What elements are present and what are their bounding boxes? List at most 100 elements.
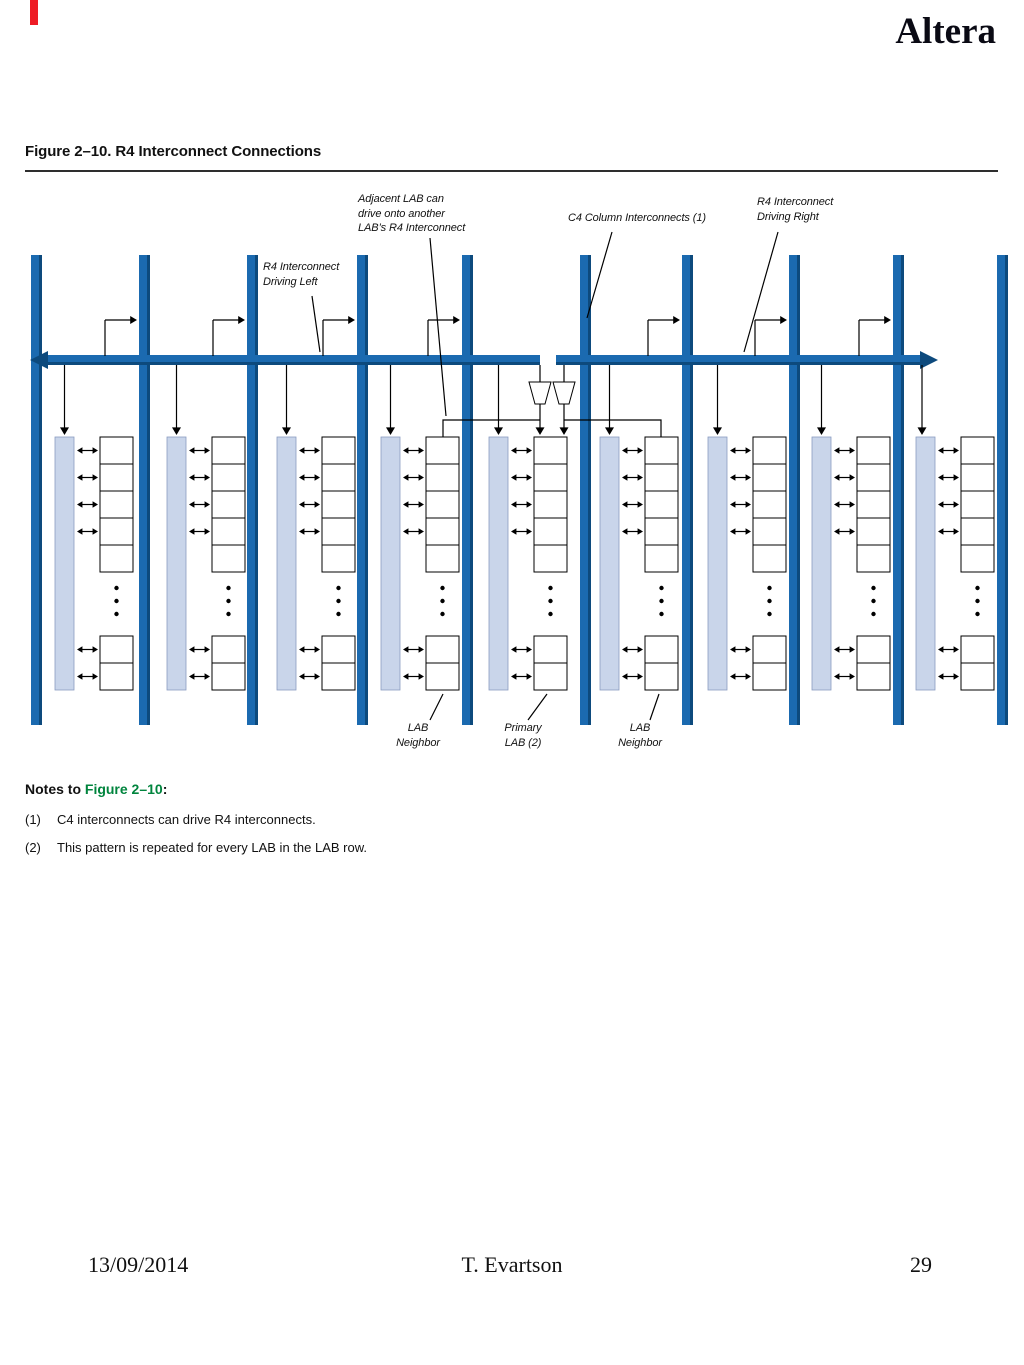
arrowhead-right — [637, 447, 643, 454]
arrowhead-left — [938, 673, 944, 680]
arrowhead-left — [511, 474, 517, 481]
continuation-dot — [659, 585, 664, 591]
lab-le-box — [211, 635, 246, 664]
arrowhead-right — [238, 316, 245, 324]
continuation-dot — [871, 598, 876, 604]
lab-local-interconnect — [54, 436, 75, 691]
lab-le-box — [425, 436, 460, 465]
adjacent-lab-wire-left — [442, 419, 540, 437]
arrowhead-right — [953, 501, 959, 508]
lab-le-box — [211, 490, 246, 519]
arrowhead-right — [745, 646, 751, 653]
lab-le-box — [752, 463, 787, 492]
arrowhead-right — [745, 447, 751, 454]
lab-le-box — [752, 436, 787, 465]
arrowhead-down — [494, 427, 503, 435]
arrowhead-right — [849, 501, 855, 508]
arrowhead-right — [314, 673, 320, 680]
arrowhead-left — [403, 474, 409, 481]
lab-le-box — [856, 544, 891, 573]
arrowhead-left — [622, 528, 628, 535]
continuation-dot — [440, 611, 445, 617]
arrowhead-left — [938, 474, 944, 481]
label-primary-lab: Primary LAB (2) — [504, 722, 542, 749]
note-text: This pattern is repeated for every LAB i… — [57, 840, 367, 855]
c4-column-bar — [997, 255, 1008, 725]
continuation-dot — [548, 598, 553, 604]
c4-column-bar — [682, 255, 693, 725]
lab-le-box — [99, 463, 134, 492]
arrowhead-left — [189, 501, 195, 508]
arrowhead-down — [559, 427, 569, 435]
c4-column-bar — [789, 255, 800, 725]
lab-le-box — [99, 517, 134, 546]
arrowhead-left — [189, 447, 195, 454]
continuation-dot — [114, 598, 119, 604]
arrowhead-left — [730, 474, 736, 481]
lab-local-interconnect — [599, 436, 620, 691]
c4-column-bar-shade — [1005, 255, 1008, 725]
arrowhead-left — [622, 501, 628, 508]
lab-le-box — [960, 635, 995, 664]
lab-le-box — [856, 490, 891, 519]
arrowhead-left — [189, 474, 195, 481]
lab-le-box — [856, 436, 891, 465]
note-item-2: (2) This pattern is repeated for every LA… — [25, 840, 367, 855]
arrowhead-right — [849, 673, 855, 680]
arrowhead-right — [953, 646, 959, 653]
lab-le-box — [644, 463, 679, 492]
c4-column-bar-shade — [365, 255, 368, 725]
lab-local-interconnect — [915, 436, 936, 691]
arrowhead-right — [92, 447, 98, 454]
arrowhead-left — [834, 673, 840, 680]
arrowhead-left — [622, 474, 628, 481]
arrowhead-right — [637, 528, 643, 535]
lab-le-box — [425, 490, 460, 519]
continuation-dot — [336, 585, 341, 591]
arrowhead-right — [673, 316, 680, 324]
lab-le-box — [321, 662, 356, 691]
arrowhead-left — [403, 447, 409, 454]
label-r4-driving-right: R4 Interconnect Driving Right — [757, 196, 834, 223]
c4-column-bar — [462, 255, 473, 725]
arrowhead-right — [418, 501, 424, 508]
arrowhead-right — [745, 474, 751, 481]
arrowhead-down — [60, 427, 69, 435]
arrowhead-down — [713, 427, 722, 435]
arrowhead-right — [204, 673, 210, 680]
c4-column-bar-shade — [588, 255, 591, 725]
lab-le-box — [425, 662, 460, 691]
arrowhead-right — [204, 528, 210, 535]
arrowhead-right — [418, 474, 424, 481]
arrowhead-left — [622, 447, 628, 454]
c4-column-bar — [580, 255, 591, 725]
label-r4-driving-left: R4 Interconnect Driving Left — [263, 261, 340, 288]
arrowhead-right — [418, 447, 424, 454]
lab-le-box — [960, 662, 995, 691]
lab-le-box — [99, 635, 134, 664]
arrowhead-right — [884, 316, 891, 324]
lab-le-box — [211, 517, 246, 546]
arrowhead-right — [204, 501, 210, 508]
lab-le-box — [533, 662, 568, 691]
arrowhead-right — [953, 474, 959, 481]
lab-le-box — [211, 436, 246, 465]
arrowhead-right — [526, 501, 532, 508]
continuation-dot — [975, 611, 980, 617]
lab-le-box — [644, 662, 679, 691]
diagram-canvas — [30, 231, 1008, 725]
arrowhead-down — [817, 427, 826, 435]
arrowhead-right — [526, 474, 532, 481]
continuation-dot — [659, 611, 664, 617]
arrowhead-left — [189, 673, 195, 680]
buffer-symbol — [552, 381, 576, 405]
notes-figure-link[interactable]: Figure 2–10 — [84, 781, 163, 797]
arrowhead-left — [299, 501, 305, 508]
r4-left-end-arrowhead — [30, 351, 48, 369]
lab-le-box — [321, 436, 356, 465]
arrowhead-right — [314, 447, 320, 454]
leader-line — [527, 693, 548, 721]
arrowhead-left — [834, 447, 840, 454]
lab-le-box — [960, 463, 995, 492]
arrowhead-right — [314, 501, 320, 508]
